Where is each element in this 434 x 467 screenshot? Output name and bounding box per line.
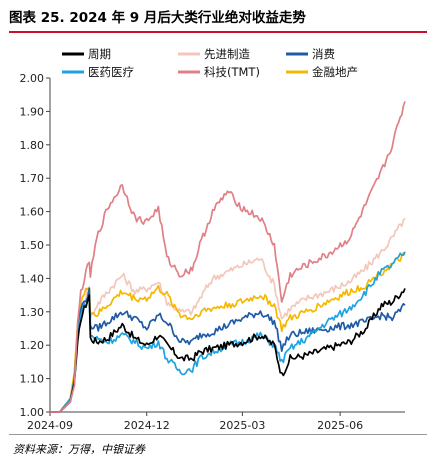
chart-title: 图表 25. 2024 年 9 月后大类行业绝对收益走势 [9,10,306,26]
legend-label: 周期 [88,47,111,61]
legend-label: 消费 [312,47,335,61]
title-rule [9,31,427,33]
y-tick-label: 1.70 [20,172,45,185]
y-tick-label: 1.10 [20,373,45,386]
y-tick-label: 1.30 [20,306,45,319]
series-line [50,251,406,413]
series-line [50,217,406,413]
y-tick-label: 2.00 [20,72,45,85]
x-tick-label: 2025-06 [317,419,363,432]
legend-label: 科技(TMT) [204,65,260,79]
y-tick-label: 1.00 [20,406,45,419]
y-tick-label: 1.50 [20,239,45,252]
x-tick-label: 2024-09 [27,419,73,432]
y-tick-label: 1.40 [20,272,45,285]
series-line [50,101,406,413]
y-tick-label: 1.60 [20,206,45,219]
series-line [50,287,406,413]
source-note: 资料来源：万得，中银证券 [13,443,145,456]
legend-label: 金融地产 [312,65,358,79]
legend-label: 先进制造 [204,47,250,61]
x-tick-label: 2025-03 [219,419,265,432]
chart-axes: 1.00 1.10 1.20 1.30 1.40 1.50 1.60 1.70 1.80 1.90… [20,72,405,432]
y-tick-label: 1.90 [20,105,45,118]
chart-series [50,101,406,413]
legend-label: 医药医疗 [88,65,134,79]
series-line [50,251,406,413]
series-line [50,288,406,413]
y-tick-label: 1.20 [20,339,45,352]
y-tick-label: 1.80 [20,139,45,152]
source-rule [9,434,427,435]
x-tick-label: 2024-12 [124,419,170,432]
